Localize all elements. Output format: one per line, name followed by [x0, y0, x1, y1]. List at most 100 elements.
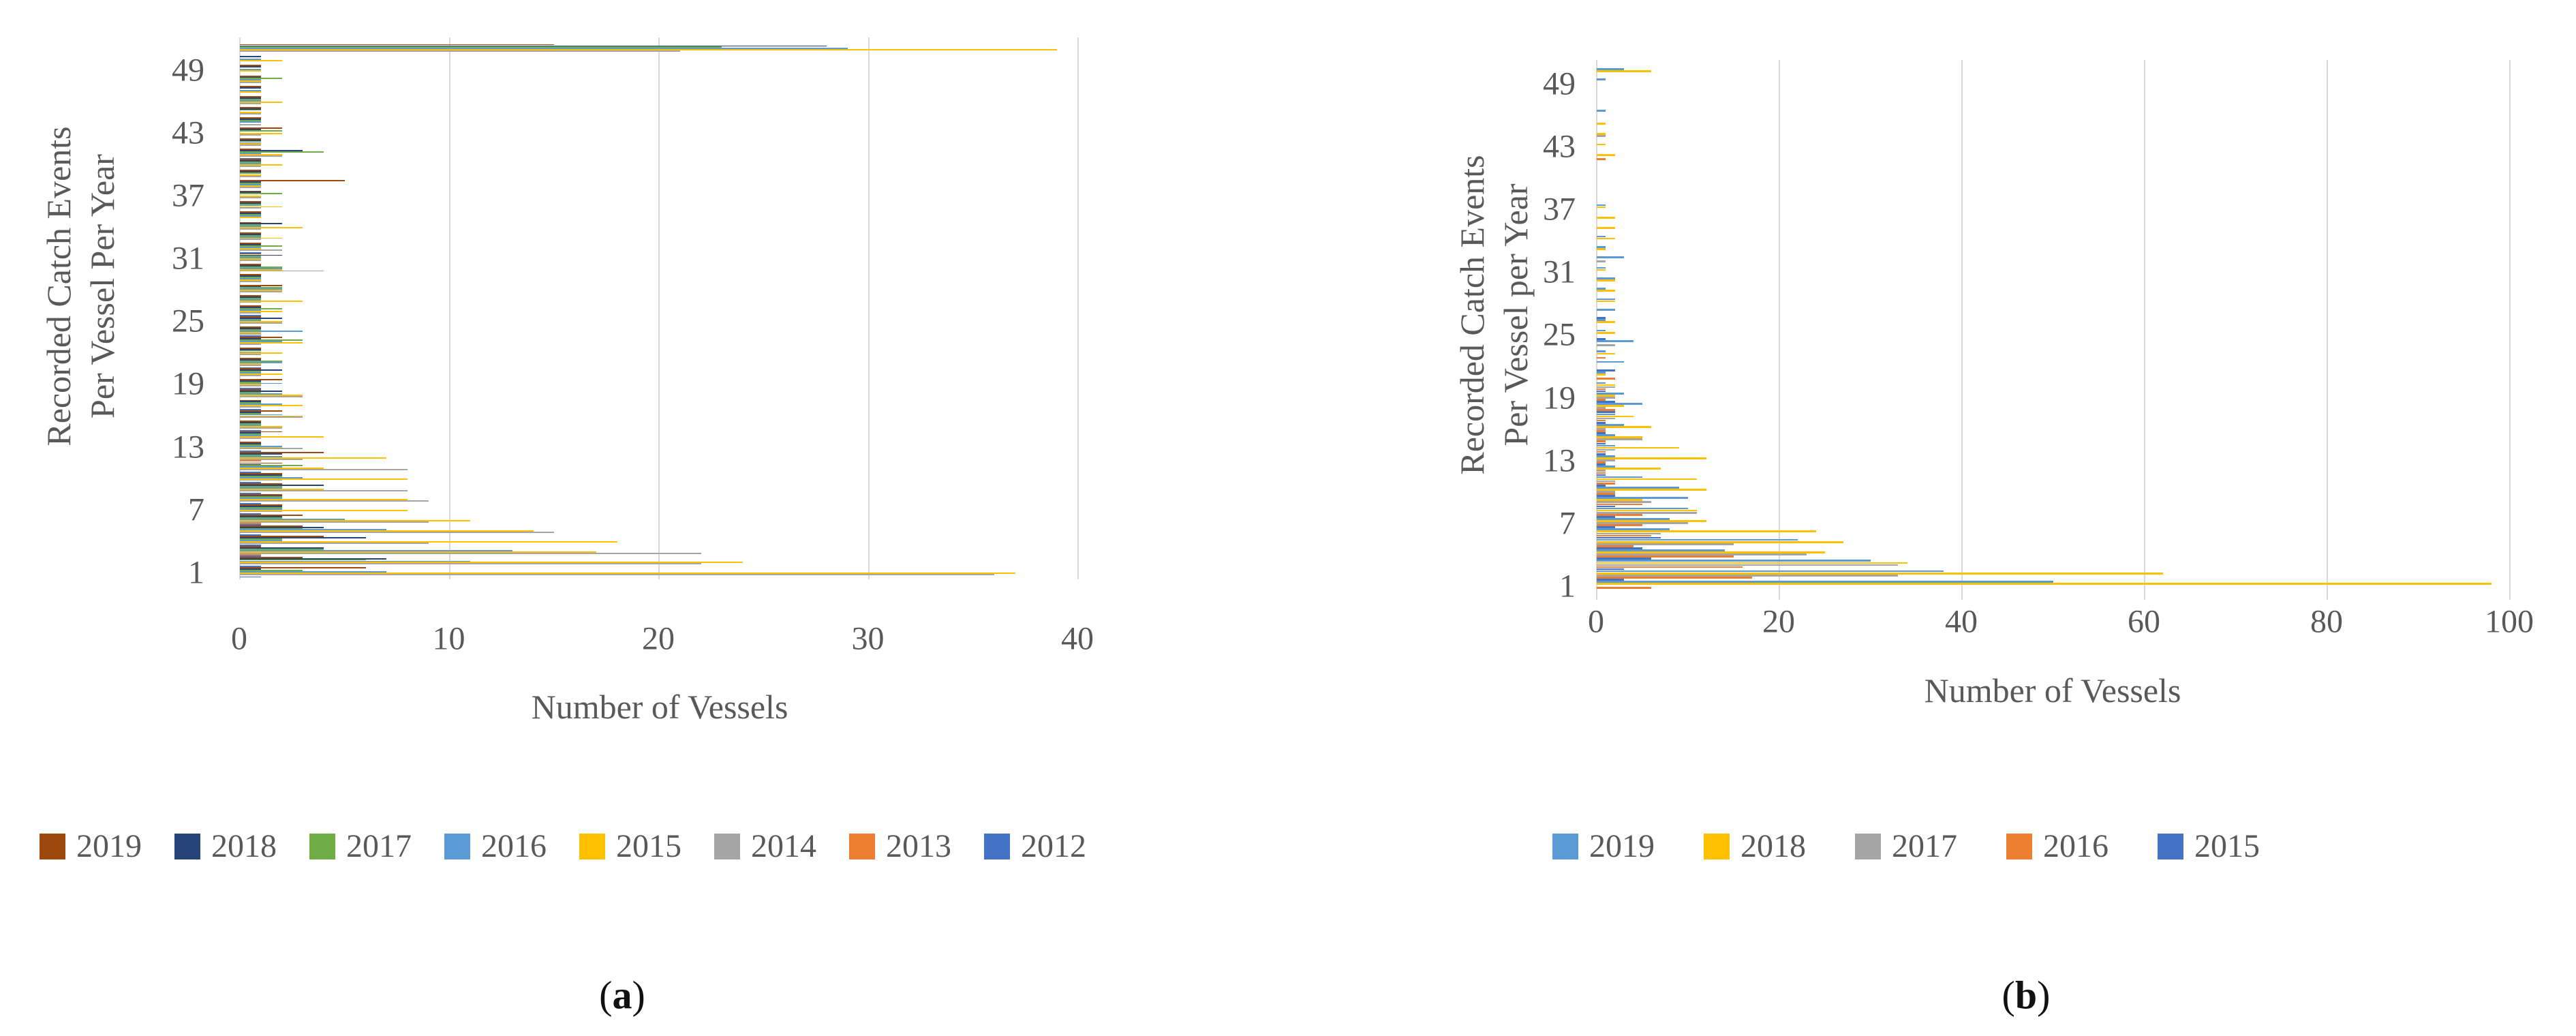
chart-a-bar-2015-cat51	[240, 49, 1058, 51]
chart-a-bar-2015-cat2	[240, 562, 743, 564]
chart-a-bar-2018-cat29	[240, 275, 261, 277]
legend-item-2015[interactable]: 2015	[2158, 827, 2260, 865]
chart-a-bar-2019-cat47	[240, 86, 261, 87]
chart-a-bar-2018-cat19	[240, 380, 261, 382]
chart-a-bar-2015-cat42	[240, 143, 261, 145]
chart-b-gridline-20	[1779, 60, 1780, 600]
chart-a-bar-2012-cat7	[240, 513, 261, 515]
chart-b-bar-2019-cat27	[1597, 309, 1615, 311]
legend-item-2014[interactable]: 2014	[714, 827, 816, 865]
chart-a-bar-2019-cat9	[240, 483, 282, 485]
chart-a-bar-2015-cat5	[240, 530, 534, 532]
chart-a-bar-2016-cat1	[240, 570, 387, 573]
chart-a-bar-2014-cat34	[240, 228, 261, 230]
legend-item-2016[interactable]: 2016	[444, 827, 547, 865]
chart-a-bar-2019-cat19	[240, 378, 282, 380]
legend-label-2018: 2018	[1741, 828, 1806, 864]
chart-b-bar-2017-cat9	[1597, 501, 1652, 504]
chart-b-bar-2017-cat8	[1597, 511, 1698, 514]
chart-a-bar-2018-cat46	[240, 97, 261, 100]
chart-b-bar-2018-cat21	[1597, 374, 1606, 376]
chart-b-bar-2015-cat27	[1597, 317, 1606, 320]
legend-item-2018[interactable]: 2018	[174, 827, 277, 865]
chart-a-bar-2012-cat21	[240, 367, 261, 369]
chart-a-bar-2016-cat41	[240, 152, 261, 154]
legend-item-2017[interactable]: 2017	[1855, 827, 1957, 865]
chart-a-bar-2018-cat48	[240, 76, 261, 78]
chart-a-bar-2012-cat26	[240, 314, 261, 316]
chart-a-bar-2014-cat21	[240, 364, 261, 366]
legend-swatch-2012	[984, 833, 1010, 859]
chart-b-bar-2019-cat26	[1597, 319, 1606, 322]
legend-swatch-2014	[714, 833, 740, 859]
chart-a-bar-2014-cat51	[240, 50, 680, 52]
chart-b-bar-2018-cat9	[1597, 499, 1642, 502]
chart-a-bar-2014-cat24	[240, 333, 261, 335]
chart-b-bar-2018-cat11	[1597, 478, 1698, 481]
chart-a-bar-2017-cat6	[240, 517, 282, 519]
chart-a-bar-2018-cat36	[240, 202, 261, 204]
legend-item-2015[interactable]: 2015	[579, 827, 681, 865]
chart-a-bar-2016-cat19	[240, 382, 282, 384]
chart-a-bar-2015-cat6	[240, 520, 471, 521]
chart-a-bar-2019-cat17	[240, 399, 261, 401]
chart-a-bar-2017-cat48	[240, 78, 282, 80]
chart-b-bar-2017-cat24	[1597, 344, 1615, 346]
chart-a-bar-2018-cat17	[240, 401, 261, 403]
chart-a-bar-2014-cat20	[240, 375, 261, 376]
chart-a-bar-2019-cat3	[240, 546, 261, 548]
legend-label-2016: 2016	[2043, 828, 2109, 864]
chart-b-bar-2019-cat7	[1597, 518, 1670, 520]
chart-b-bar-2018-cat18	[1597, 405, 1625, 407]
legend-item-2019[interactable]: 2019	[40, 827, 142, 865]
chart-b-bar-2016-cat12	[1597, 472, 1606, 474]
chart-b-bar-2018-cat6	[1597, 530, 1816, 533]
chart-b-y-tick-label: 43	[1543, 128, 1576, 165]
legend-item-2019[interactable]: 2019	[1552, 827, 1655, 865]
chart-b-y-axis-title: Recorded Catch Events Per Vessel per Yea…	[1450, 155, 1537, 474]
chart-b-bar-2018-cat10	[1597, 489, 1706, 491]
chart-a-bar-2014-cat16	[240, 416, 303, 418]
legend-item-2016[interactable]: 2016	[2006, 827, 2109, 865]
chart-b-bar-2018-cat2	[1597, 572, 2163, 575]
chart-b-bar-2016-cat1	[1597, 587, 1652, 590]
chart-a-bar-2018-cat28	[240, 286, 261, 288]
chart-a-bar-2012-cat2	[240, 566, 261, 568]
chart-a-bar-2019-cat31	[240, 253, 261, 255]
chart-a-bar-2016-cat38	[240, 183, 261, 185]
chart-a-bar-2015-cat24	[240, 331, 261, 333]
chart-a-bar-2019-cat6	[240, 515, 303, 517]
legend-swatch-2018	[1704, 833, 1730, 859]
chart-a-bar-2014-cat48	[240, 82, 261, 84]
chart-a-bar-2018-cat7	[240, 505, 282, 507]
chart-a-bar-2019-cat38	[240, 180, 345, 182]
chart-a-y-tick-label: 19	[172, 365, 204, 402]
chart-a-bar-2017-cat39	[240, 172, 261, 174]
chart-b-bar-2016-cat13	[1597, 461, 1606, 463]
chart-a-bar-2019-cat48	[240, 75, 261, 77]
chart-a-bar-2014-cat23	[240, 343, 261, 345]
chart-b-bar-2015-cat16	[1597, 432, 1606, 434]
chart-b-bar-2018-cat12	[1597, 468, 1661, 470]
chart-a-bar-2016-cat8	[240, 498, 282, 500]
chart-a-bar-2019-cat34	[240, 222, 261, 224]
legend-item-2018[interactable]: 2018	[1704, 827, 1806, 865]
chart-a-bar-2017-cat13	[240, 444, 261, 446]
legend-item-2017[interactable]: 2017	[309, 827, 412, 865]
chart-b-bar-2016-cat9	[1597, 503, 1642, 506]
chart-b-bar-2019-cat14	[1597, 444, 1615, 447]
legend-item-2013[interactable]: 2013	[849, 827, 951, 865]
chart-a-x-tick-label: 0	[231, 620, 247, 657]
legend-item-2012[interactable]: 2012	[984, 827, 1086, 865]
chart-a-bar-2018-cat10	[240, 474, 282, 476]
legend-swatch-2015	[2158, 833, 2183, 859]
chart-a-bar-2018-cat4	[240, 536, 366, 538]
chart-b-bar-2017-cat5	[1597, 543, 1734, 545]
chart-a-bar-2019-cat25	[240, 316, 261, 318]
chart-a-bar-2016-cat5	[240, 529, 387, 531]
chart-a-bar-2016-cat44	[240, 121, 261, 123]
chart-a-bar-2015-cat30	[240, 269, 282, 271]
chart-a-y-tick-label: 13	[172, 429, 204, 466]
chart-a-bar-2015-cat47	[240, 91, 261, 93]
chart-a-bar-2017-cat4	[240, 538, 282, 540]
